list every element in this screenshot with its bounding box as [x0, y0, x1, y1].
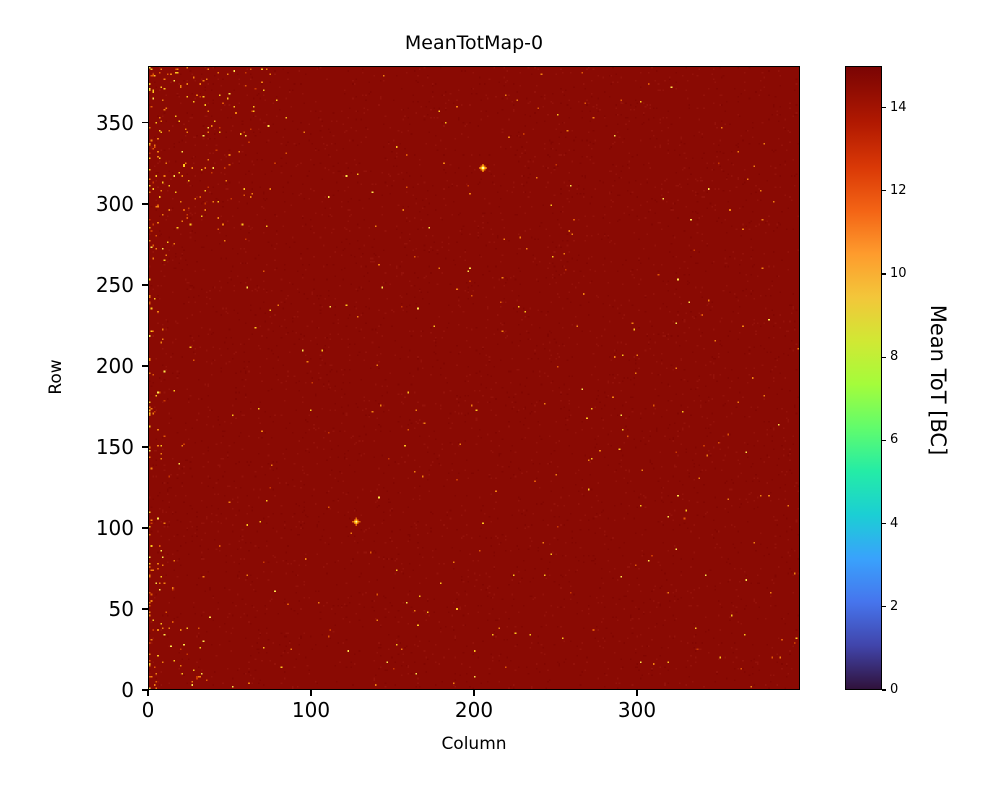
- colorbar-tick-label: 14: [890, 99, 907, 115]
- y-tick-label: 350: [95, 110, 134, 135]
- colorbar-tick-label: 4: [890, 515, 899, 531]
- colorbar: [845, 66, 882, 690]
- x-tick-mark: [147, 690, 149, 696]
- x-tick-mark: [636, 690, 638, 696]
- x-tick-label: 100: [291, 698, 331, 722]
- colorbar-label: Mean ToT [BC]: [926, 304, 950, 456]
- colorbar-tick-mark: [882, 356, 886, 358]
- x-tick-label: 300: [617, 698, 657, 722]
- colorbar-tick-mark: [882, 190, 886, 192]
- colorbar-tick-label: 12: [890, 182, 907, 198]
- x-tick-mark: [473, 690, 475, 696]
- colorbar-tick-mark: [882, 689, 886, 691]
- x-tick-label: 200: [454, 698, 494, 722]
- colorbar-tick-label: 6: [890, 432, 899, 448]
- y-tick-label: 100: [95, 515, 134, 540]
- heatmap-plot: [148, 66, 800, 690]
- heatmap-canvas: [149, 67, 799, 689]
- y-tick-label: 150: [95, 434, 134, 459]
- y-tick-mark: [142, 121, 148, 124]
- x-axis-label: Column: [441, 734, 507, 754]
- x-tick-mark: [310, 690, 312, 696]
- y-tick-mark: [142, 527, 148, 529]
- y-tick-mark: [142, 608, 148, 610]
- chart-title: MeanTotMap-0: [404, 32, 544, 54]
- y-tick-mark: [142, 446, 148, 448]
- y-tick-label: 0: [121, 678, 134, 702]
- colorbar-tick-mark: [882, 107, 886, 109]
- y-tick-label: 300: [95, 191, 134, 216]
- colorbar-tick-mark: [882, 606, 886, 608]
- colorbar-tick-label: 10: [890, 266, 907, 281]
- y-tick-mark: [142, 203, 148, 205]
- y-tick-mark: [142, 365, 148, 367]
- colorbar-tick-mark: [882, 523, 886, 525]
- y-tick-label: 250: [95, 272, 134, 297]
- colorbar-tick-label: 8: [890, 349, 899, 365]
- y-tick-mark: [142, 284, 148, 286]
- x-tick-label: 0: [141, 698, 155, 722]
- y-tick-mark: [142, 689, 148, 691]
- colorbar-tick-mark: [882, 273, 886, 275]
- y-tick-label: 200: [95, 353, 134, 378]
- colorbar-tick-label: 2: [890, 598, 899, 614]
- colorbar-tick-label: 0: [890, 682, 899, 697]
- colorbar-tick-mark: [882, 439, 886, 441]
- y-tick-label: 50: [108, 596, 134, 621]
